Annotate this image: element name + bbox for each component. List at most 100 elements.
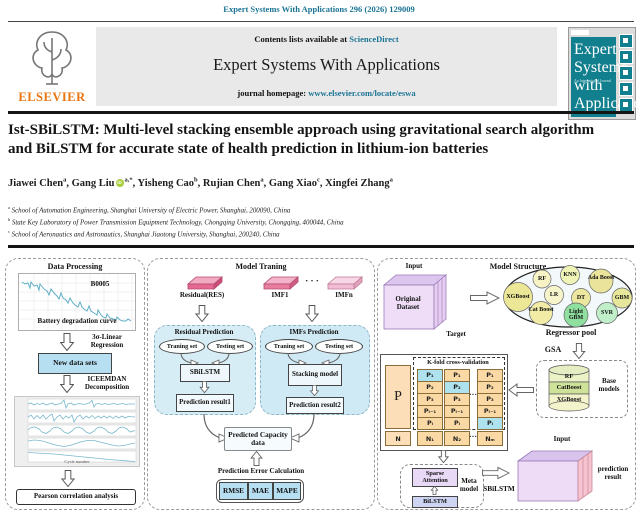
n-ellipsis: ··· — [468, 432, 477, 441]
output-input-label: Input — [553, 435, 571, 443]
imfn-label: IMFn — [335, 291, 353, 299]
sciencedirect-link[interactable]: ScienceDirect — [349, 34, 399, 44]
base-models-label: Base models — [598, 377, 620, 393]
author: Rujian Chena, — [202, 176, 269, 189]
affiliation: a School of Automation Engineering, Shan… — [8, 205, 291, 215]
imfs-training-set: Traning set — [265, 339, 313, 354]
stacking-model-box: Stacking model — [288, 364, 342, 386]
prediction-result-cuboid — [516, 450, 594, 502]
fat-right-arrow-icon — [482, 466, 510, 480]
mae-box: MAE — [248, 482, 273, 500]
pool-gbm: GBM — [614, 295, 630, 301]
battery-degradation-chart — [18, 273, 136, 331]
down-arrow-icon — [437, 450, 450, 463]
residual-box-title: Residual Prediction — [174, 328, 234, 336]
residual-label: Residual(RES) — [179, 291, 225, 299]
down-arrow-icon — [60, 333, 74, 351]
kfold-cell: P₁ — [477, 369, 503, 382]
title-rule — [8, 245, 634, 248]
elsevier-wordmark: ELSEVIER — [18, 90, 86, 104]
cover-icon-tile — [619, 98, 633, 112]
step-linear-regression: 3σ-Linear Regression — [90, 333, 124, 349]
down-arrow-icon — [199, 381, 210, 393]
journal-citation: Expert Systems With Applications 296 (20… — [223, 4, 415, 14]
journal-cover-thumbnail[interactable]: Expert Systems with Applications An Inte… — [568, 27, 638, 120]
prediction-result1-box: Prediction result1 — [176, 394, 234, 412]
regressor-pool-label: Regressor pool — [545, 328, 597, 337]
n-matrix-box: N — [385, 431, 411, 446]
elsevier-tree-icon — [32, 31, 72, 85]
pool-adaboost: Ada Boost — [587, 275, 615, 281]
input-label: Input — [405, 262, 423, 270]
author-list: Jiawei Chena, Gang Liu iD a,*, Yisheng Cao… — [8, 176, 608, 189]
kfold-cell: P₃ — [417, 393, 443, 406]
rmse-box: RMSE — [219, 482, 248, 500]
target-label: Target — [446, 330, 466, 338]
kfold-cell: Pᵢ₋₁ — [417, 405, 443, 418]
kfold-cell: Pᵢ₋₁ — [444, 405, 470, 418]
kfold-cell: Pᵢ — [477, 417, 503, 430]
base-models-cylinder — [548, 364, 590, 412]
homepage-link[interactable]: www.elsevier.com/locate/eswa — [308, 88, 416, 98]
kfold-dashed-box — [413, 357, 505, 430]
kfold-cell: P₁ — [444, 369, 470, 382]
gsa-label: GSA — [544, 345, 562, 354]
author: Jiawei Chena, — [8, 176, 72, 189]
down-arrow-icon — [61, 470, 75, 487]
divider — [8, 21, 634, 22]
cylinder-xgboost: XGBoost — [556, 396, 582, 403]
fat-right-arrow-icon — [470, 291, 500, 305]
elsevier-logo: ELSEVIER — [12, 28, 92, 108]
imfn-slab-icon — [326, 276, 364, 290]
kfold-cell: Pᵢ — [417, 417, 443, 430]
affiliation-list: a School of Automation Engineering, Shan… — [8, 205, 628, 241]
pearson-analysis-box: Pearson correlation analysis — [16, 489, 136, 505]
cylinder-rf: RF — [564, 373, 574, 380]
kfold-title: K-fold cross-validation — [427, 359, 489, 366]
degradation-caption: Battery degradation curve — [37, 317, 117, 325]
panel-model-structure: Model Structure Input Original Dataset T… — [377, 258, 636, 510]
fat-left-arrow-icon — [508, 383, 534, 397]
affiliation: b State Key Laboratory of Power Transmis… — [8, 217, 344, 227]
up-arrow-icon — [430, 486, 439, 495]
sparse-attention-box: Sparse Attention — [412, 468, 458, 487]
step-iceemdan: ICEEMDAN Decomposition — [84, 375, 130, 391]
down-arrow-icon — [60, 375, 74, 393]
cover-title-line3: with — [574, 77, 603, 94]
imf1-label: IMF1 — [271, 291, 289, 299]
n-cell: Nₘ — [477, 431, 503, 446]
decomposition-xlabel: Cycle number — [64, 459, 90, 464]
panel-data-processing: Data Processing B0005 Battery degradatio… — [5, 258, 145, 510]
regressor-pool-ellipse — [503, 265, 633, 328]
bilstm-box: BiLSTM — [412, 496, 458, 508]
author: Gang Xiaoc, — [268, 176, 326, 189]
author: Xingfei Zhanga — [325, 176, 393, 189]
kfold-cell: P₂ — [417, 381, 443, 394]
cover-title-line2: Systems — [574, 59, 628, 76]
panel-model-training: Model Traning Residual(RES) IMF1 · · · I… — [147, 258, 375, 510]
error-calculation-label: Prediction Error Calculation — [217, 467, 305, 475]
predicted-capacity-box: Predicted Capacity data — [224, 427, 292, 451]
cover-title-line1: Expert — [574, 41, 617, 58]
imf-ellipsis: · · · — [305, 276, 319, 286]
n-cell: N₁ — [417, 431, 443, 446]
cover-teal-panel: Expert Systems with Applications An Inte… — [571, 37, 638, 117]
sbilstm-model-box: SBiLSTM — [180, 364, 230, 382]
cover-top-mark — [571, 30, 589, 35]
base-models-container — [536, 360, 628, 418]
pool-rf: RF — [538, 276, 546, 282]
author: Gang Liu iD a,*, — [71, 176, 138, 189]
contents-lists-text: Contents lists available at — [254, 34, 348, 44]
kfold-cell: Pᵢ₋₁ — [477, 405, 503, 418]
cover-icon-tile — [619, 66, 633, 80]
prediction-result2-box: Prediction result2 — [286, 397, 344, 414]
affiliation: c School of Aeronautics and Astronautics… — [8, 229, 280, 239]
orcid-icon[interactable]: iD — [115, 178, 124, 187]
p-matrix-box: P — [385, 365, 411, 429]
residual-slab-icon — [186, 276, 224, 290]
down-arrow-icon — [572, 343, 586, 359]
journal-header-box: Contents lists available at ScienceDirec… — [96, 27, 557, 106]
cylinder-catboost: CatBoost — [556, 384, 582, 391]
cover-icon-tile — [619, 50, 633, 64]
